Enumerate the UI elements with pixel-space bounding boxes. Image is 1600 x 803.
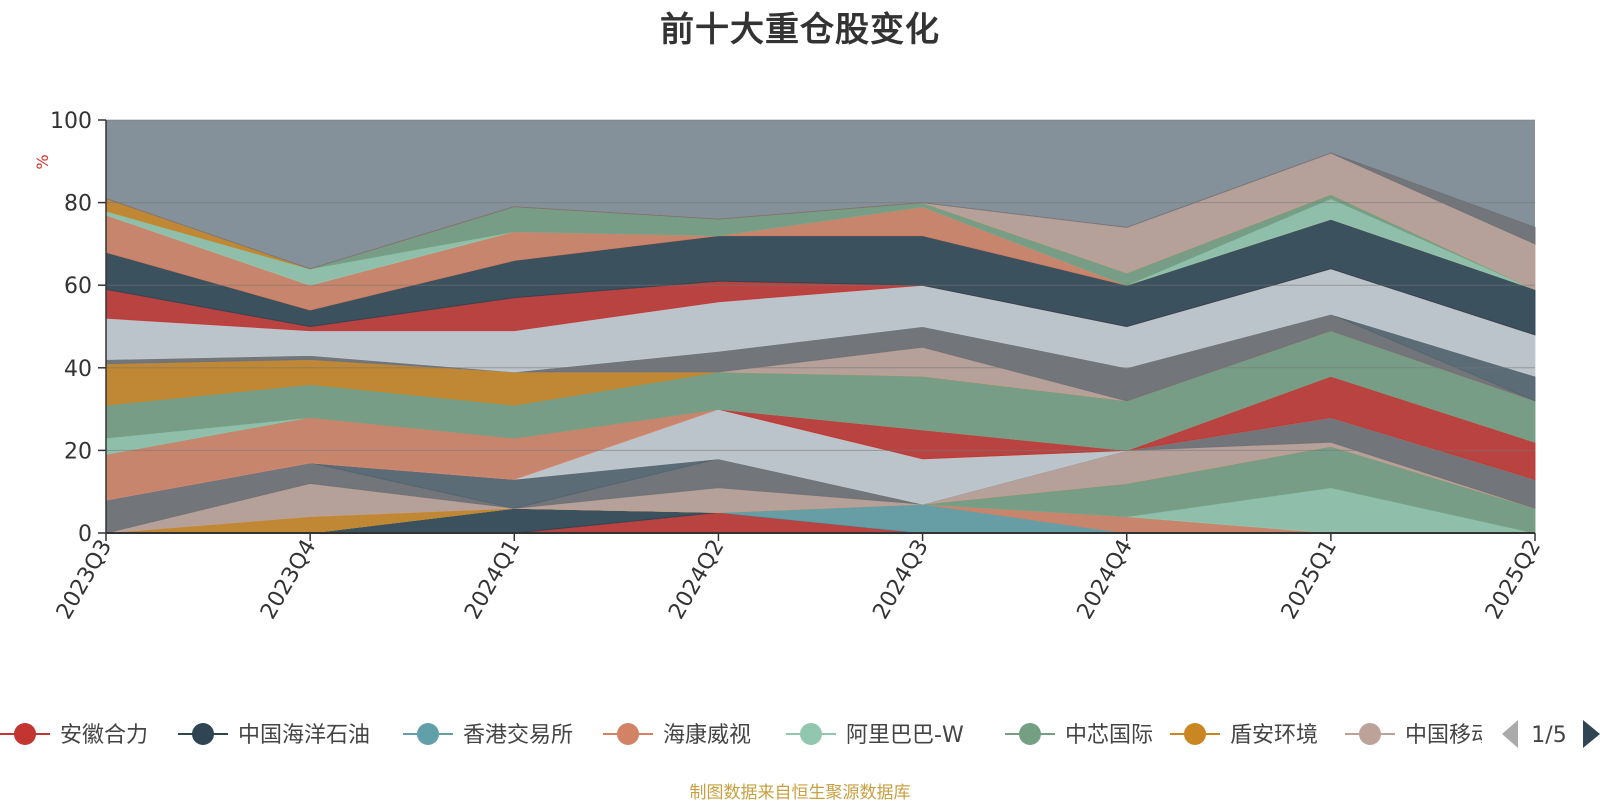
legend-marker-icon [617,723,639,745]
legend-label: 中国移动 [1405,723,1493,748]
legend-item[interactable]: 海康威视 [603,723,751,748]
legend-prev-page-icon[interactable] [1502,720,1518,748]
chart-title: 前十大重仓股变化 [660,10,940,50]
legend-marker-icon [14,723,36,745]
legend-item[interactable]: 中国移动 [1345,723,1493,748]
y-tick-label: 40 [64,357,92,382]
y-tick-label: 20 [64,439,92,464]
legend-label: 阿里巴巴-W [846,723,964,748]
legend-item[interactable]: 安徽合力 [0,723,148,748]
y-tick-label: 60 [64,274,92,299]
legend-marker-icon [417,723,439,745]
legend-item[interactable]: 盾安环境 [1170,723,1318,748]
legend-item[interactable]: 中国海洋石油 [178,723,370,748]
x-tick-label: 2025Q2 [1481,536,1546,624]
x-tick-label: 2023Q3 [52,536,117,624]
legend-marker-icon [192,723,214,745]
x-tick-label: 2024Q2 [664,536,729,624]
data-source-note: 制图数据来自恒生聚源数据库 [689,783,911,803]
x-tick-label: 2023Q4 [256,536,321,624]
legend-marker-icon [1359,723,1381,745]
area-series-28 [105,152,1536,270]
legend-label: 盾安环境 [1230,723,1318,748]
area-series-group [105,152,1536,534]
legend-page-indicator: 1/5 [1531,723,1566,748]
y-tick-label: 0 [78,522,92,547]
legend-pager: 1/5 [1502,720,1600,748]
y-tick-label: 100 [50,109,92,134]
legend-label: 中芯国际 [1065,723,1153,748]
legend-item[interactable]: 香港交易所 [403,723,573,748]
legend-item[interactable]: 中芯国际 [1005,723,1153,748]
legend-item[interactable]: 阿里巴巴-W [786,723,964,748]
grid-lines [106,119,1535,451]
legend: 安徽合力 中国海洋石油 香港交易所 海康威视 阿里巴巴-W 中芯国际 盾安环境 中国移动 [0,723,1493,748]
legend-label: 香港交易所 [463,723,573,748]
legend-label: 中国海洋石油 [238,723,370,748]
x-tick-label: 2025Q1 [1277,536,1342,624]
y-tick-label: 80 [64,192,92,217]
legend-marker-icon [800,723,822,745]
legend-label: 安徽合力 [60,723,148,748]
legend-marker-icon [1184,723,1206,745]
legend-marker-icon [1019,723,1041,745]
x-tick-label: 2024Q4 [1073,536,1138,624]
legend-next-page-icon[interactable] [1583,720,1600,748]
y-axis-unit-label: % [33,154,52,169]
x-tick-label: 2024Q1 [460,536,525,624]
x-tick-label: 2024Q3 [868,536,933,624]
legend-label: 海康威视 [663,723,751,748]
